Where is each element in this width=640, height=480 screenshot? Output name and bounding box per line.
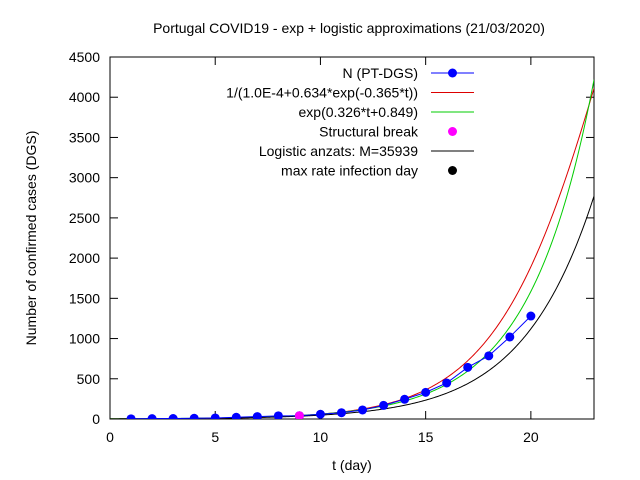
y-tick-label: 2500 <box>69 210 100 226</box>
x-tick-label: 5 <box>211 429 219 445</box>
legend-swatch-marker <box>448 68 457 78</box>
y-tick-label: 4000 <box>69 89 100 105</box>
data-point <box>231 412 241 419</box>
legend-label: 1/(1.0E-4+0.634*exp(-0.365*t)) <box>226 85 418 101</box>
data-point <box>484 351 494 361</box>
legend-label: Logistic anzats: M=35939 <box>259 143 418 159</box>
data-point <box>526 311 536 321</box>
series-line-4 <box>110 195 594 419</box>
data-point <box>315 409 325 419</box>
y-tick-label: 2000 <box>69 250 100 266</box>
marker-point <box>294 411 304 419</box>
data-point <box>126 414 136 419</box>
y-tick-label: 4500 <box>69 49 100 65</box>
x-tick-label: 0 <box>106 429 114 445</box>
legend-swatch-marker <box>448 166 457 175</box>
legend-label: exp(0.326*t+0.849) <box>299 104 418 120</box>
data-point <box>147 414 157 419</box>
data-point <box>442 378 452 388</box>
data-point <box>168 414 178 419</box>
data-point <box>252 412 262 419</box>
data-point <box>463 362 473 372</box>
plot-frame <box>109 56 595 420</box>
data-point <box>210 413 220 419</box>
x-tick-label: 20 <box>523 429 539 445</box>
data-point <box>358 405 368 415</box>
y-tick-label: 1000 <box>69 331 100 347</box>
legend-label: Structural break <box>319 124 419 140</box>
legend-swatch-marker <box>448 127 457 136</box>
data-point <box>379 400 389 410</box>
x-tick-label: 10 <box>313 429 329 445</box>
data-point <box>336 408 346 418</box>
y-tick-label: 3500 <box>69 129 100 145</box>
legend-label: N (PT-DGS) <box>343 65 418 81</box>
legend-label: max rate infection day <box>281 163 418 179</box>
x-axis-title: t (day) <box>332 457 372 473</box>
data-point <box>273 411 283 419</box>
data-point <box>400 394 410 404</box>
data-point <box>189 413 199 419</box>
legend: N (PT-DGS) 1/(1.0E-4+0.634*exp(-0.365*t))… <box>226 65 474 179</box>
x-tick-label: 15 <box>418 429 434 445</box>
data-point <box>421 387 431 397</box>
y-tick-label: 0 <box>92 411 100 427</box>
data-point <box>505 332 515 342</box>
y-tick-label: 3000 <box>69 170 100 186</box>
chart-title: Portugal COVID19 - exp + logistic approx… <box>153 20 545 36</box>
y-axis-title: Number of confirmed cases (DGS) <box>23 131 39 346</box>
y-tick-label: 1500 <box>69 290 100 306</box>
y-tick-label: 500 <box>77 371 101 387</box>
